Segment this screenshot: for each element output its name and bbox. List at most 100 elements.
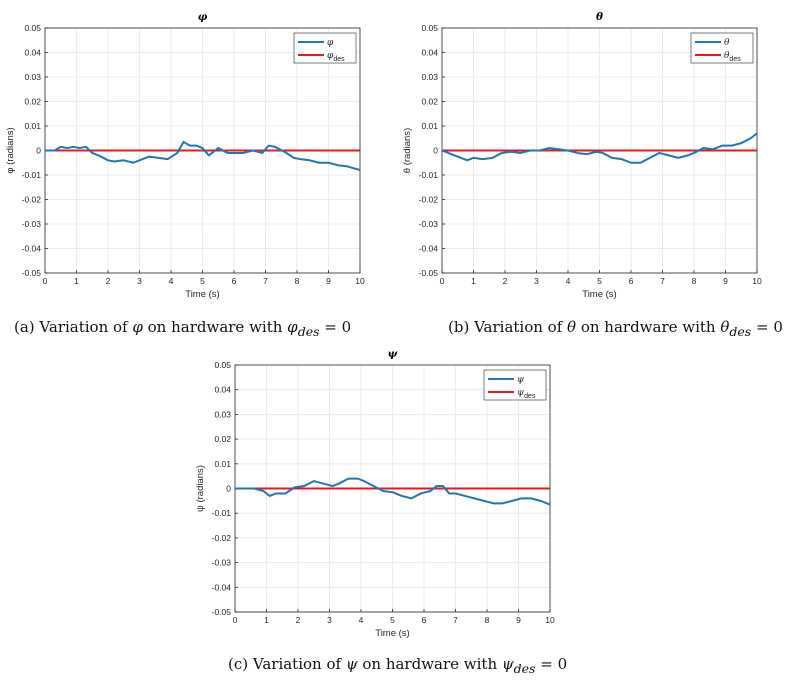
x-tick-label: 6 (629, 276, 634, 286)
y-tick-label: -0.05 (419, 268, 439, 278)
chart-panel-psi: 0 1 2 3 4 5 6 7 8 9 10 0.05 0.04 0.03 0.02 0.01 0 -0.01 -0… (190, 345, 590, 650)
caption-b: (b) Variation of θ on hardware with θdes… (448, 318, 783, 339)
phi-chart: 0 1 2 3 4 5 6 7 8 9 10 0.05 0.04 0.03 0.02 0.01 0 -0.01 -0… (5, 11, 365, 300)
y-tick-label: 0.02 (421, 97, 438, 107)
caption-a-suffix: = 0 (319, 318, 352, 336)
y-axis-label: φ (radians) (5, 127, 16, 173)
legend-label-subscript: des (524, 393, 536, 400)
x-tick-label: 8 (485, 615, 490, 625)
x-tick-label: 6 (232, 276, 237, 286)
x-tick-label: 10 (752, 276, 762, 286)
x-tick-label: 10 (545, 615, 555, 625)
x-tick-label: 5 (200, 276, 205, 286)
y-tick-label: -0.01 (212, 508, 232, 518)
chart-panel-phi: 0 1 2 3 4 5 6 7 8 9 10 0.05 0.04 0.03 0.02 0.01 0 -0.01 -0… (0, 0, 400, 310)
x-tick-label: 8 (692, 276, 697, 286)
chart-title: ψ (388, 348, 399, 360)
x-axis-label: Time (s) (185, 289, 219, 300)
x-tick-label: 5 (597, 276, 602, 286)
x-tick-label: 5 (390, 615, 395, 625)
legend-box (293, 32, 357, 64)
y-tick-label: -0.03 (419, 219, 439, 229)
y-tick-label: -0.05 (212, 607, 232, 617)
x-tick-label: 0 (440, 276, 445, 286)
y-tick-label: 0.05 (421, 23, 438, 33)
x-tick-label: 1 (74, 276, 79, 286)
y-tick-label: 0.03 (421, 72, 438, 82)
legend-box (690, 32, 754, 64)
x-tick-label: 8 (295, 276, 300, 286)
psi-chart: 0 1 2 3 4 5 6 7 8 9 10 0.05 0.04 0.03 0.02 0.01 0 -0.01 -0… (195, 348, 555, 639)
y-tick-label: 0 (226, 484, 231, 494)
x-tick-label: 0 (43, 276, 48, 286)
y-tick-label: 0.01 (214, 459, 231, 469)
x-tick-label: 2 (106, 276, 111, 286)
caption-b-suffix: = 0 (751, 318, 783, 336)
theta-chart: 0 1 2 3 4 5 6 7 8 9 10 0.05 0.04 0.03 0.02 0.01 0 -0.01 -0… (402, 11, 762, 300)
caption-b-symbol-des: θ (720, 318, 730, 336)
y-tick-label: -0.03 (212, 558, 232, 568)
y-tick-label: 0 (36, 146, 41, 156)
caption-c: (c) Variation of ψ on hardware with ψdes… (228, 655, 567, 676)
x-tick-label: 9 (516, 615, 521, 625)
x-tick-label: 1 (264, 615, 269, 625)
chart-title: θ (596, 11, 603, 23)
caption-b-symbol: θ (567, 318, 577, 336)
x-tick-label: 2 (296, 615, 301, 625)
y-axis-label: θ (radians) (402, 128, 413, 173)
x-tick-label: 0 (233, 615, 238, 625)
caption-a-symbol: φ (132, 318, 143, 336)
y-axis-label: ψ (radians) (195, 465, 206, 512)
x-tick-label: 7 (660, 276, 665, 286)
y-tick-label: 0.04 (421, 48, 438, 58)
chart-panel-theta: 0 1 2 3 4 5 6 7 8 9 10 0.05 0.04 0.03 0.02 0.01 0 -0.01 -0… (400, 0, 800, 310)
caption-c-middle: on hardware with (357, 655, 502, 673)
x-tick-label: 1 (471, 276, 476, 286)
y-tick-label: -0.03 (22, 219, 42, 229)
caption-a-subscript: des (297, 324, 320, 339)
measured-line (441, 132, 758, 164)
legend-label-subscript: des (333, 56, 345, 63)
caption-a-middle: on hardware with (142, 318, 288, 336)
caption-b-subscript: des (729, 324, 752, 339)
y-tick-label: -0.05 (22, 268, 42, 278)
y-tick-label: -0.02 (22, 195, 42, 205)
x-tick-label: 3 (137, 276, 142, 286)
y-tick-label: 0.04 (214, 385, 231, 395)
x-axis-label: Time (s) (582, 289, 616, 300)
legend-label: ψ (517, 375, 525, 385)
caption-c-subscript: des (513, 661, 536, 676)
y-tick-label: 0.05 (24, 23, 41, 33)
caption-a-symbol-des: φ (287, 318, 298, 336)
x-tick-label: 4 (169, 276, 174, 286)
caption-c-symbol-des: ψ (501, 655, 514, 673)
y-tick-label: -0.02 (212, 533, 232, 543)
legend-label-subscript: des (729, 56, 741, 63)
y-tick-label: 0.01 (421, 121, 438, 131)
caption-a-prefix: (a) Variation of (14, 318, 133, 336)
caption-a: (a) Variation of φ on hardware with φdes… (14, 318, 351, 339)
y-tick-label: -0.01 (22, 170, 42, 180)
x-tick-label: 4 (359, 615, 364, 625)
legend-box (483, 369, 547, 401)
measured-line (235, 477, 551, 506)
x-tick-label: 3 (327, 615, 332, 625)
y-tick-label: 0 (433, 146, 438, 156)
x-tick-label: 3 (534, 276, 539, 286)
x-tick-label: 7 (263, 276, 268, 286)
y-tick-label: -0.04 (419, 244, 439, 254)
y-tick-label: -0.04 (212, 582, 232, 592)
measured-line (45, 140, 361, 172)
caption-b-middle: on hardware with (576, 318, 721, 336)
y-tick-label: -0.02 (419, 195, 439, 205)
y-tick-label: -0.01 (419, 170, 439, 180)
x-tick-label: 6 (422, 615, 427, 625)
x-tick-label: 9 (326, 276, 331, 286)
y-tick-label: -0.04 (22, 244, 42, 254)
x-tick-label: 10 (355, 276, 365, 286)
y-tick-label: 0.01 (24, 121, 41, 131)
y-tick-label: 0.02 (214, 434, 231, 444)
x-axis-label: Time (s) (375, 628, 409, 639)
caption-b-prefix: (b) Variation of (448, 318, 568, 336)
caption-c-prefix: (c) Variation of (228, 655, 346, 673)
